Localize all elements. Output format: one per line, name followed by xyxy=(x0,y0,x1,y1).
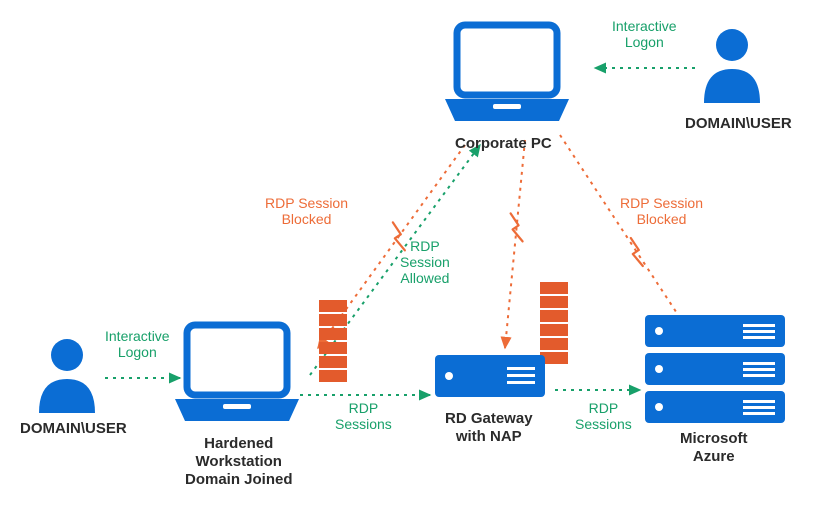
label-laptop-left: HardenedWorkstationDomain Joined xyxy=(185,435,293,489)
edge-label-rdp-allowed: RDPSessionAllowed xyxy=(400,238,450,286)
edge-rdp-allowed xyxy=(310,145,480,375)
edge-label-rdp-blocked-l: RDP SessionBlocked xyxy=(265,195,348,227)
edge-label-rdp-blocked-r: RDP SessionBlocked xyxy=(620,195,703,227)
laptop-icon xyxy=(175,325,299,421)
user-icon xyxy=(39,339,95,413)
edge-label-rdp-sessions-r: RDPSessions xyxy=(575,400,632,432)
firewall-icon xyxy=(319,300,347,382)
user-icon xyxy=(704,29,760,103)
edge-rdp-blocked-right xyxy=(560,135,688,330)
zap-icon xyxy=(631,238,643,266)
firewall-icon xyxy=(540,282,568,364)
label-user-left: DOMAIN\USER xyxy=(20,420,127,438)
label-user-right: DOMAIN\USER xyxy=(685,115,792,133)
edge-label-logon-left: InteractiveLogon xyxy=(105,328,170,360)
label-laptop-top: Corporate PC xyxy=(455,135,552,153)
diagram-stage: { "canvas": { "width": 838, "height": 51… xyxy=(0,0,838,513)
edge-label-logon-right: InteractiveLogon xyxy=(612,18,677,50)
laptop-icon xyxy=(445,25,569,121)
server-stack-icon xyxy=(645,315,785,423)
edge-label-rdp-sessions-l: RDPSessions xyxy=(335,400,392,432)
zap-icon xyxy=(511,213,523,241)
label-rd-gateway: RD Gatewaywith NAP xyxy=(445,410,533,446)
edge-rdp-to-gateway xyxy=(505,140,525,348)
router-icon xyxy=(435,355,545,397)
label-azure: MicrosoftAzure xyxy=(680,430,748,466)
